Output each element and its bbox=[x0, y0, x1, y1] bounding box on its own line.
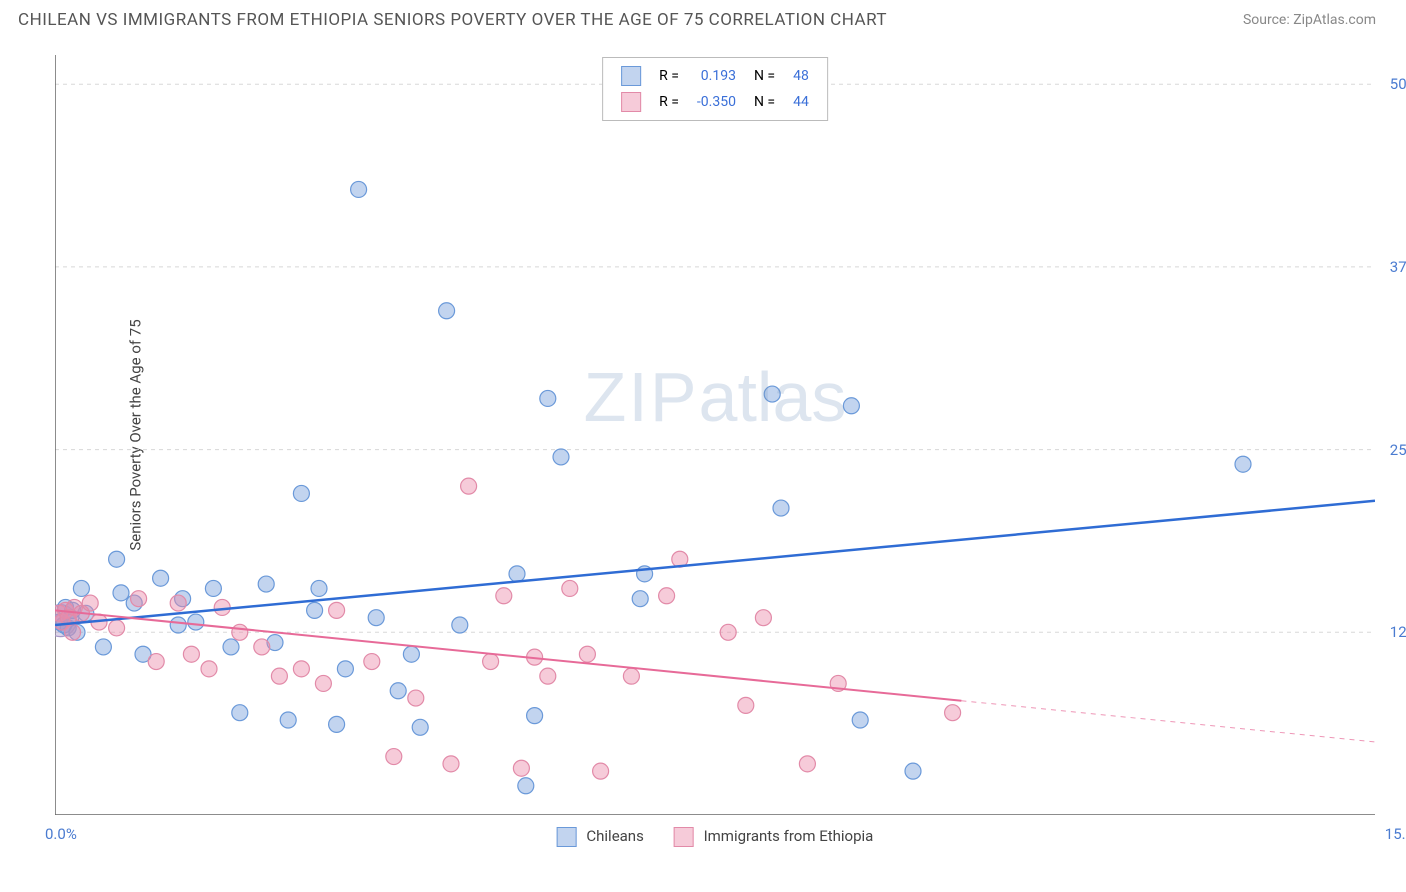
x-axis-min-label: 0.0% bbox=[45, 825, 77, 843]
chart-header: CHILEAN VS IMMIGRANTS FROM ETHIOPIA SENI… bbox=[0, 0, 1406, 40]
n-value-ethiopia: 44 bbox=[785, 90, 817, 114]
swatch-chileans-icon bbox=[557, 827, 577, 847]
legend-item-chileans: Chileans bbox=[557, 827, 644, 847]
scatter-plot bbox=[55, 55, 1375, 815]
n-label: N = bbox=[746, 90, 783, 114]
swatch-ethiopia-icon bbox=[674, 827, 694, 847]
correlation-row-ethiopia: R = -0.350 N = 44 bbox=[613, 90, 817, 114]
r-value-ethiopia: -0.350 bbox=[689, 90, 744, 114]
swatch-ethiopia-icon bbox=[621, 92, 641, 112]
swatch-chileans-icon bbox=[621, 66, 641, 86]
x-axis-max-label: 15.0% bbox=[1385, 825, 1406, 843]
n-label: N = bbox=[746, 64, 783, 88]
legend-item-ethiopia: Immigrants from Ethiopia bbox=[674, 827, 874, 847]
r-value-chileans: 0.193 bbox=[689, 64, 744, 88]
chart-source: Source: ZipAtlas.com bbox=[1243, 12, 1376, 28]
y-tick-label: 50.0% bbox=[1390, 75, 1406, 93]
legend-label-ethiopia: Immigrants from Ethiopia bbox=[704, 827, 874, 845]
y-tick-label: 25.0% bbox=[1390, 441, 1406, 459]
chart-title: CHILEAN VS IMMIGRANTS FROM ETHIOPIA SENI… bbox=[18, 10, 887, 30]
correlation-legend: R = 0.193 N = 48 R = -0.350 N = 44 bbox=[602, 57, 828, 121]
source-label: Source: bbox=[1243, 12, 1290, 28]
r-label: R = bbox=[651, 90, 687, 114]
legend-label-chileans: Chileans bbox=[586, 827, 643, 845]
y-tick-label: 12.5% bbox=[1390, 623, 1406, 641]
correlation-row-chileans: R = 0.193 N = 48 bbox=[613, 64, 817, 88]
chart-area: Seniors Poverty Over the Age of 75 ZIPat… bbox=[55, 55, 1375, 815]
r-label: R = bbox=[651, 64, 687, 88]
source-name: ZipAtlas.com bbox=[1293, 12, 1376, 28]
series-legend: Chileans Immigrants from Ethiopia bbox=[557, 827, 874, 847]
n-value-chileans: 48 bbox=[785, 64, 817, 88]
y-tick-label: 37.5% bbox=[1390, 258, 1406, 276]
